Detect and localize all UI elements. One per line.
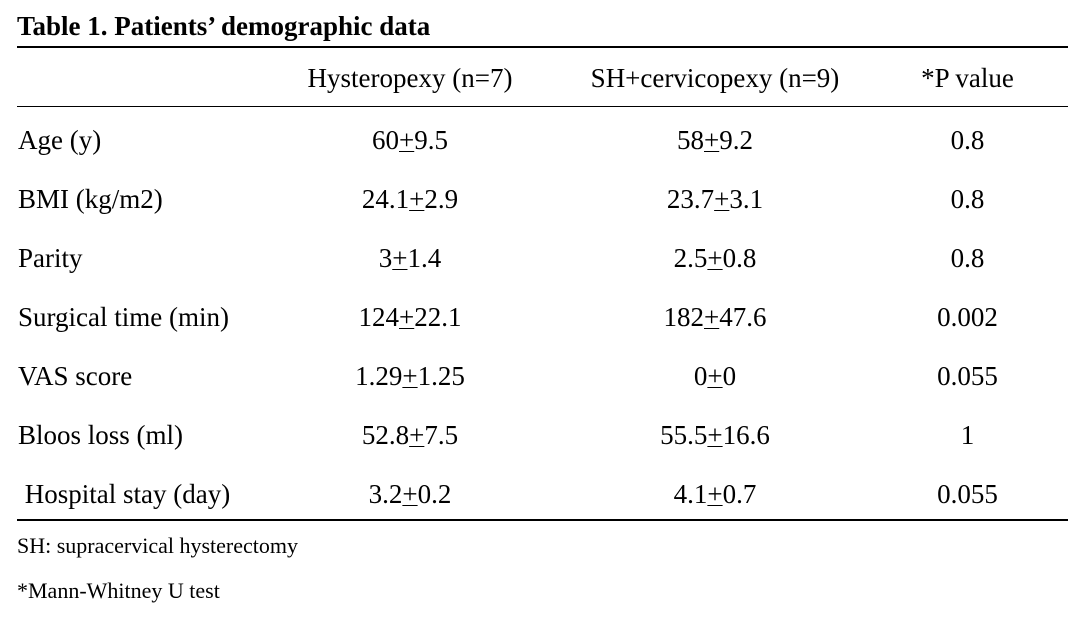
- sh-cervicopexy-value-sd: 47.6: [719, 302, 767, 332]
- sh-cervicopexy-value-mean: 58: [677, 125, 704, 155]
- header-sh-cervicopexy: SH+cervicopexy (n=9): [590, 63, 840, 93]
- sh-cervicopexy-value: 0+0: [565, 356, 865, 396]
- hysteropexy-value: 52.8+7.5: [275, 415, 545, 455]
- sh-cervicopexy-value-sd: 16.6: [722, 420, 770, 450]
- sh-cervicopexy-value-sd: 0.8: [722, 243, 757, 273]
- table-row: Hospital stay (day) 3.2+0.2 4.1+0.7 0.055: [0, 474, 1080, 514]
- hysteropexy-value-pm: +: [409, 420, 425, 450]
- sh-cervicopexy-value-pm: +: [707, 479, 723, 509]
- row-label: Parity: [18, 243, 83, 273]
- sh-cervicopexy-value-mean: 182: [663, 302, 705, 332]
- table-row: BMI (kg/m2) 24.1+2.9 23.7+3.1 0.8: [0, 179, 1080, 219]
- sh-cervicopexy-value: 182+47.6: [565, 297, 865, 337]
- row-label: Hospital stay (day): [18, 479, 231, 509]
- sh-cervicopexy-value-sd: 9.2: [719, 125, 753, 155]
- table-row: Age (y) 60+9.5 58+9.2 0.8: [0, 120, 1080, 160]
- hysteropexy-value-sd: 1.4: [407, 243, 442, 273]
- row-label: Bloos loss (ml): [18, 420, 184, 450]
- p-value: 0.8: [950, 243, 985, 273]
- table-top-rule: [17, 46, 1068, 48]
- table-bottom-rule: [17, 519, 1068, 521]
- hysteropexy-value: 24.1+2.9: [275, 179, 545, 219]
- row-label: Age (y): [18, 125, 102, 155]
- p-value: 0.8: [950, 184, 985, 214]
- p-value: 0.055: [937, 479, 998, 509]
- header-p-value: *P value: [921, 63, 1014, 93]
- sh-cervicopexy-value-mean: 0: [693, 361, 708, 391]
- footnote-sh: SH: supracervical hysterectomy: [17, 533, 299, 558]
- hysteropexy-value-mean: 52.8: [361, 420, 410, 450]
- hysteropexy-value-sd: 9.5: [414, 125, 448, 155]
- hysteropexy-value: 3+1.4: [275, 238, 545, 278]
- footnote-mann-whitney: *Mann-Whitney U test: [17, 578, 220, 603]
- p-value: 0.002: [937, 302, 998, 332]
- sh-cervicopexy-value: 23.7+3.1: [565, 179, 865, 219]
- hysteropexy-value: 3.2+0.2: [275, 474, 545, 514]
- sh-cervicopexy-value-pm: +: [707, 420, 723, 450]
- sh-cervicopexy-value-mean: 4.1: [673, 479, 708, 509]
- hysteropexy-value-pm: +: [402, 361, 418, 391]
- row-label: VAS score: [18, 361, 133, 391]
- hysteropexy-value: 1.29+1.25: [275, 356, 545, 396]
- p-value: 0.055: [937, 361, 998, 391]
- table-row: Bloos loss (ml) 52.8+7.5 55.5+16.6 1: [0, 415, 1080, 455]
- hysteropexy-value-mean: 3: [378, 243, 393, 273]
- table-header-row: Hysteropexy (n=7) SH+cervicopexy (n=9) *…: [0, 58, 1080, 98]
- hysteropexy-value-mean: 3.2: [368, 479, 403, 509]
- hysteropexy-value-sd: 1.25: [417, 361, 465, 391]
- table-row: VAS score 1.29+1.25 0+0 0.055: [0, 356, 1080, 396]
- header-hysteropexy: Hysteropexy (n=7): [307, 63, 513, 93]
- hysteropexy-value-sd: 0.2: [417, 479, 452, 509]
- sh-cervicopexy-value-pm: +: [707, 243, 723, 273]
- p-value: 0.8: [950, 125, 985, 155]
- hysteropexy-value: 124+22.1: [275, 297, 545, 337]
- hysteropexy-value-sd: 22.1: [414, 302, 462, 332]
- row-label: BMI (kg/m2): [18, 184, 163, 214]
- hysteropexy-value-mean: 24.1: [361, 184, 410, 214]
- sh-cervicopexy-value: 2.5+0.8: [565, 238, 865, 278]
- sh-cervicopexy-value: 58+9.2: [565, 120, 865, 160]
- hysteropexy-value-pm: +: [409, 184, 425, 214]
- hysteropexy-value-mean: 1.29: [355, 361, 403, 391]
- table-row: Surgical time (min) 124+22.1 182+47.6 0.002: [0, 297, 1080, 337]
- table-row: Parity 3+1.4 2.5+0.8 0.8: [0, 238, 1080, 278]
- sh-cervicopexy-value: 55.5+16.6: [565, 415, 865, 455]
- table-title: Table 1. Patients’ demographic data: [17, 11, 431, 41]
- row-label: Surgical time (min): [18, 302, 229, 332]
- sh-cervicopexy-value-pm: +: [704, 125, 720, 155]
- hysteropexy-value-pm: +: [402, 479, 418, 509]
- hysteropexy-value-pm: +: [392, 243, 408, 273]
- hysteropexy-value-mean: 124: [358, 302, 400, 332]
- sh-cervicopexy-value-pm: +: [714, 184, 730, 214]
- sh-cervicopexy-value-mean: 23.7: [666, 184, 715, 214]
- sh-cervicopexy-value: 4.1+0.7: [565, 474, 865, 514]
- sh-cervicopexy-value-pm: +: [704, 302, 720, 332]
- hysteropexy-value-mean: 60: [372, 125, 399, 155]
- hysteropexy-value-sd: 7.5: [424, 420, 459, 450]
- hysteropexy-value-sd: 2.9: [424, 184, 459, 214]
- hysteropexy-value: 60+9.5: [275, 120, 545, 160]
- sh-cervicopexy-value-pm: +: [707, 361, 723, 391]
- sh-cervicopexy-value-mean: 2.5: [673, 243, 708, 273]
- hysteropexy-value-pm: +: [399, 125, 415, 155]
- sh-cervicopexy-value-sd: 0: [722, 361, 737, 391]
- sh-cervicopexy-value-sd: 3.1: [729, 184, 764, 214]
- sh-cervicopexy-value-sd: 0.7: [722, 479, 757, 509]
- p-value: 1: [960, 420, 975, 450]
- table-header-rule: [17, 106, 1068, 107]
- sh-cervicopexy-value-mean: 55.5: [660, 420, 708, 450]
- hysteropexy-value-pm: +: [399, 302, 415, 332]
